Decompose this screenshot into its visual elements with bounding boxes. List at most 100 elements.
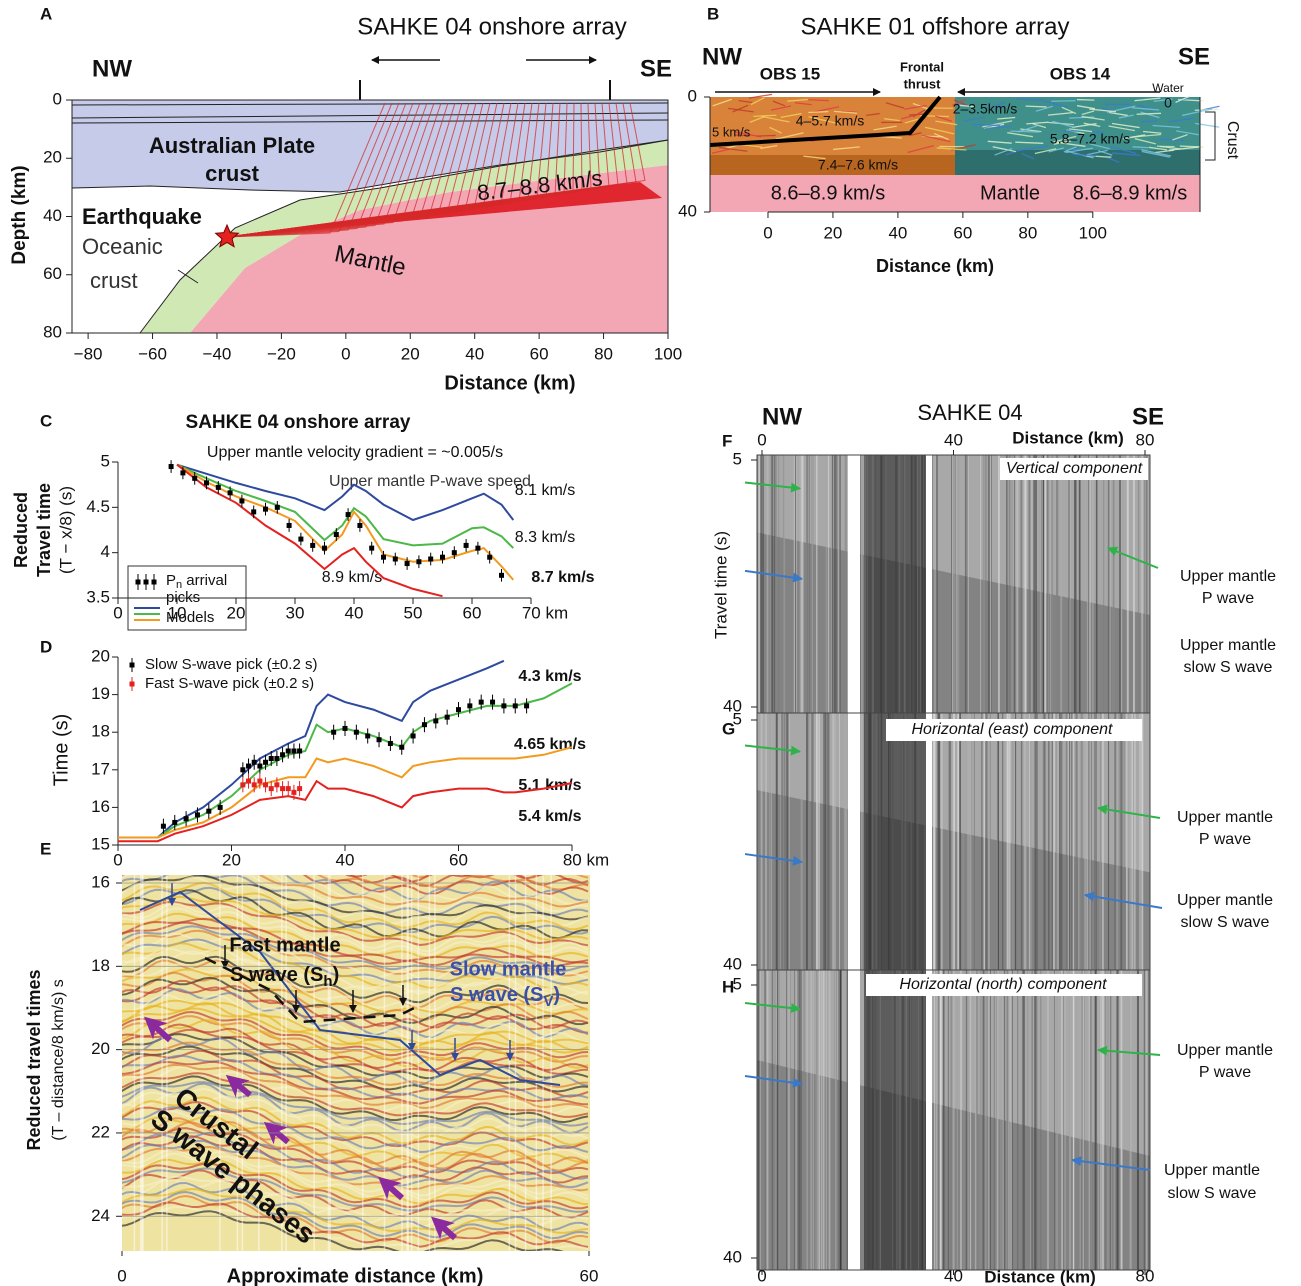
ray <box>921 134 951 143</box>
y-tick-label: 17 <box>91 759 110 778</box>
ray <box>808 116 839 125</box>
pick <box>416 559 422 565</box>
pick <box>524 703 530 709</box>
pick <box>487 554 493 560</box>
annotation: Slow mantle <box>450 958 567 980</box>
pick <box>475 545 481 551</box>
annotation: 2–3.5km/s <box>953 101 1018 117</box>
y-tick-label: 20 <box>91 1039 110 1058</box>
ray <box>1061 106 1077 115</box>
pick <box>246 778 252 784</box>
ray <box>808 99 829 102</box>
series-label: 4.3 km/s <box>518 668 581 685</box>
pick <box>410 733 416 739</box>
pick <box>310 542 316 548</box>
ray <box>1043 100 1069 109</box>
annotation: slow S wave <box>1168 1185 1257 1202</box>
y-tick-label: 40 <box>723 1247 742 1266</box>
label-box <box>1000 458 1148 480</box>
dark-band <box>864 455 926 713</box>
panel-label: E <box>40 839 51 858</box>
annotation: 5.8–7.2 km/s <box>1050 131 1130 147</box>
earthquake-star <box>214 223 240 248</box>
ray <box>1053 140 1072 145</box>
legend-marker <box>129 662 135 668</box>
pick <box>369 545 375 551</box>
annotation-text: h <box>323 973 332 990</box>
ray <box>1108 111 1128 117</box>
ray <box>924 126 955 135</box>
x-tick-label: 40 <box>465 344 484 363</box>
x-tick-label: 0 <box>341 344 350 363</box>
direction-label: NW <box>762 403 802 430</box>
arrow <box>1097 1045 1161 1056</box>
annotation: Upper mantle <box>1177 1042 1273 1059</box>
ray <box>1156 145 1181 150</box>
annotation: slow S wave <box>1184 659 1273 676</box>
pick <box>217 804 223 810</box>
ray <box>1134 138 1156 145</box>
ray <box>1034 148 1057 155</box>
direction-label: NW <box>702 43 742 70</box>
ray <box>1063 146 1077 153</box>
pick <box>345 512 351 518</box>
ray <box>1176 130 1199 136</box>
pick <box>204 480 209 486</box>
annotation: crust <box>90 268 138 293</box>
ray <box>1153 98 1173 102</box>
axis-label: Time (s) <box>50 714 72 787</box>
ray <box>989 101 1006 109</box>
legend-marker <box>135 579 141 585</box>
x-tick-label: 60 <box>463 603 482 622</box>
annotation: 0 <box>1164 95 1172 111</box>
annotation: S wave (SV) <box>450 984 560 1010</box>
gap <box>848 455 860 713</box>
panel-label: C <box>40 411 52 430</box>
x-tick-label: 10 <box>168 603 187 622</box>
mantle <box>710 175 1200 212</box>
series-label: 5.4 km/s <box>518 808 581 825</box>
layer-boundary <box>71 102 669 106</box>
ray <box>226 102 646 238</box>
annotation: Oceanic <box>82 234 163 259</box>
arrow <box>1097 804 1161 819</box>
pick <box>280 786 286 792</box>
ray <box>728 107 754 113</box>
ray <box>1073 153 1097 157</box>
ray <box>1048 147 1065 153</box>
arrow <box>144 1016 173 1043</box>
axis-label: Distance (km) <box>876 256 994 276</box>
ray <box>1141 149 1172 157</box>
model-line <box>176 463 515 522</box>
pick <box>381 554 386 560</box>
ray <box>1015 141 1044 144</box>
x-tick-label: 70 km <box>522 603 568 622</box>
pick <box>376 737 382 743</box>
component-label: Horizontal (east) component <box>912 721 1114 738</box>
pick <box>251 509 257 515</box>
axis-label: Distance (km) <box>984 1267 1095 1286</box>
ray <box>1143 130 1162 134</box>
y-tick-label: 15 <box>91 834 110 853</box>
y-tick-label: 16 <box>91 797 110 816</box>
ray <box>732 104 749 113</box>
pick <box>297 748 303 754</box>
ray <box>749 115 765 124</box>
x-tick-label: 0 <box>113 850 122 869</box>
annotation: P wave <box>1199 1064 1251 1081</box>
pick <box>451 550 457 556</box>
panel-label: D <box>40 637 52 656</box>
x-tick-label: −60 <box>138 344 167 363</box>
ray <box>711 148 730 154</box>
y-tick-label: 20 <box>91 646 110 665</box>
x-tick-label: 80 <box>1136 430 1155 449</box>
x-tick-label: 50 <box>404 603 423 622</box>
panel-label: F <box>722 431 732 450</box>
ray <box>953 99 969 107</box>
annotation: 7.4–7.6 km/s <box>818 157 898 173</box>
ray <box>1065 147 1093 154</box>
y-tick-label: 22 <box>91 1122 110 1141</box>
panel-title: SAHKE 01 offshore array <box>800 13 1069 40</box>
ray <box>952 98 966 106</box>
